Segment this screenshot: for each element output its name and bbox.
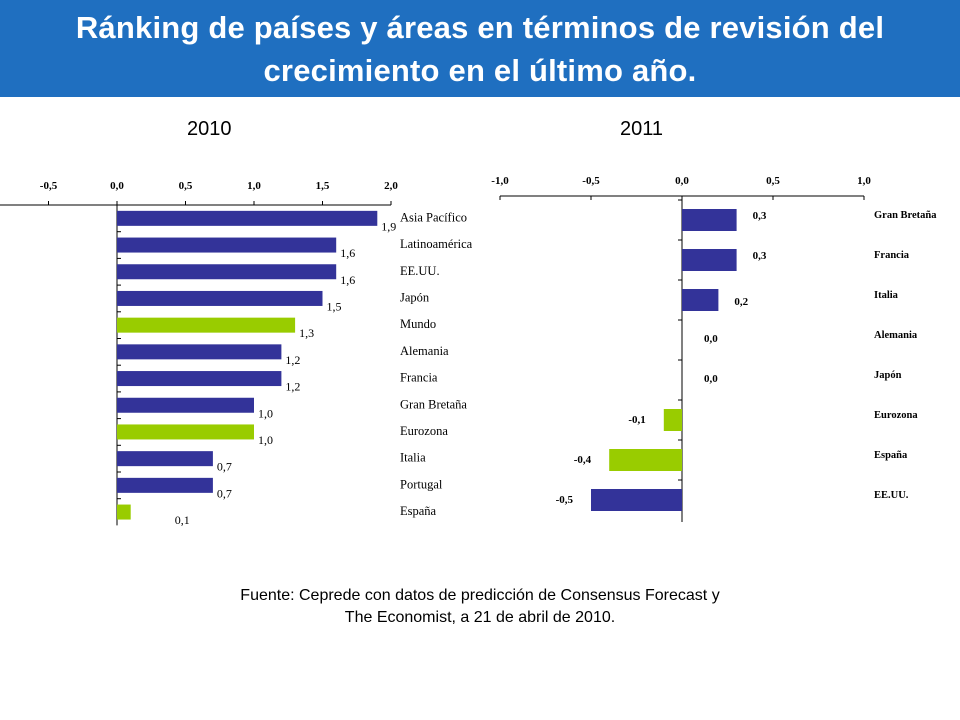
- category-label-2010-japon: Japón: [400, 290, 430, 304]
- data-label-2010-ee-uu: 1,6: [340, 273, 355, 287]
- bar-2010-ee-uu: [117, 264, 337, 280]
- bar-2010-espana: [117, 504, 131, 520]
- bar-2010-italia: [117, 451, 213, 467]
- category-label-2010-asia-pacifico: Asia Pacífico: [400, 210, 467, 224]
- category-label-2010-mundo: Mundo: [400, 317, 436, 331]
- data-label-2010-espana: 0,1: [175, 513, 190, 527]
- bar-2010-latinoamerica: [117, 237, 337, 253]
- bar-2010-japon: [117, 290, 323, 306]
- chart-2010-title: 2010: [187, 118, 232, 140]
- x-tick-label: -0,5: [40, 180, 58, 192]
- data-label-2010-gran-bretana: 1,0: [258, 406, 273, 420]
- bar-2010-eurozona: [117, 424, 254, 440]
- x-tick-label: 0,0: [110, 180, 124, 192]
- data-label-2010-japon: 1,5: [327, 299, 342, 313]
- bar-2010-portugal: [117, 477, 213, 493]
- source-note: Fuente: Ceprede con datos de predicción …: [180, 585, 780, 629]
- bar-2010-alemania: [117, 344, 282, 360]
- category-label-2010-alemania: Alemania: [400, 344, 449, 358]
- bar-2010-francia: [117, 371, 282, 387]
- data-label-2010-francia: 1,2: [285, 380, 300, 394]
- category-label-2010-ee-uu: EE.UU.: [400, 264, 440, 278]
- category-label-2010-latinoamerica: Latinoamérica: [400, 237, 473, 251]
- x-tick-label: 2,0: [384, 180, 398, 192]
- bar-2010-asia-pacifico: [117, 210, 378, 226]
- title-banner: Ránking de países y áreas en términos de…: [0, 0, 960, 97]
- category-label-2010-francia: Francia: [400, 371, 438, 385]
- data-label-2010-asia-pacifico: 1,9: [381, 219, 396, 233]
- category-label-2010-eurozona: Eurozona: [400, 424, 448, 438]
- category-label-2010-portugal: Portugal: [400, 477, 443, 491]
- x-tick-label: 1,0: [247, 180, 261, 192]
- data-label-2010-portugal: 0,7: [217, 486, 232, 500]
- x-tick-label: 1,5: [316, 180, 330, 192]
- bar-2010-gran-bretana: [117, 397, 254, 413]
- data-label-2010-alemania: 1,2: [285, 353, 300, 367]
- category-label-2010-gran-bretana: Gran Bretaña: [400, 397, 467, 411]
- page-title: Ránking de países y áreas en términos de…: [75, 10, 885, 88]
- source-line-2: The Economist, a 21 de abril de 2010.: [344, 609, 616, 626]
- chart-2011-title: 2011: [620, 118, 664, 140]
- data-label-2010-latinoamerica: 1,6: [340, 246, 355, 260]
- data-label-2010-mundo: 1,3: [299, 326, 314, 340]
- data-label-2010-italia: 0,7: [217, 460, 232, 474]
- x-tick-label: 0,5: [179, 180, 193, 192]
- category-label-2010-italia: Italia: [400, 451, 426, 465]
- category-label-2010-espana: España: [400, 504, 437, 518]
- source-line-1: Fuente: Ceprede con datos de predicción …: [240, 587, 720, 604]
- bar-2010-mundo: [117, 317, 296, 333]
- data-label-2010-eurozona: 1,0: [258, 433, 273, 447]
